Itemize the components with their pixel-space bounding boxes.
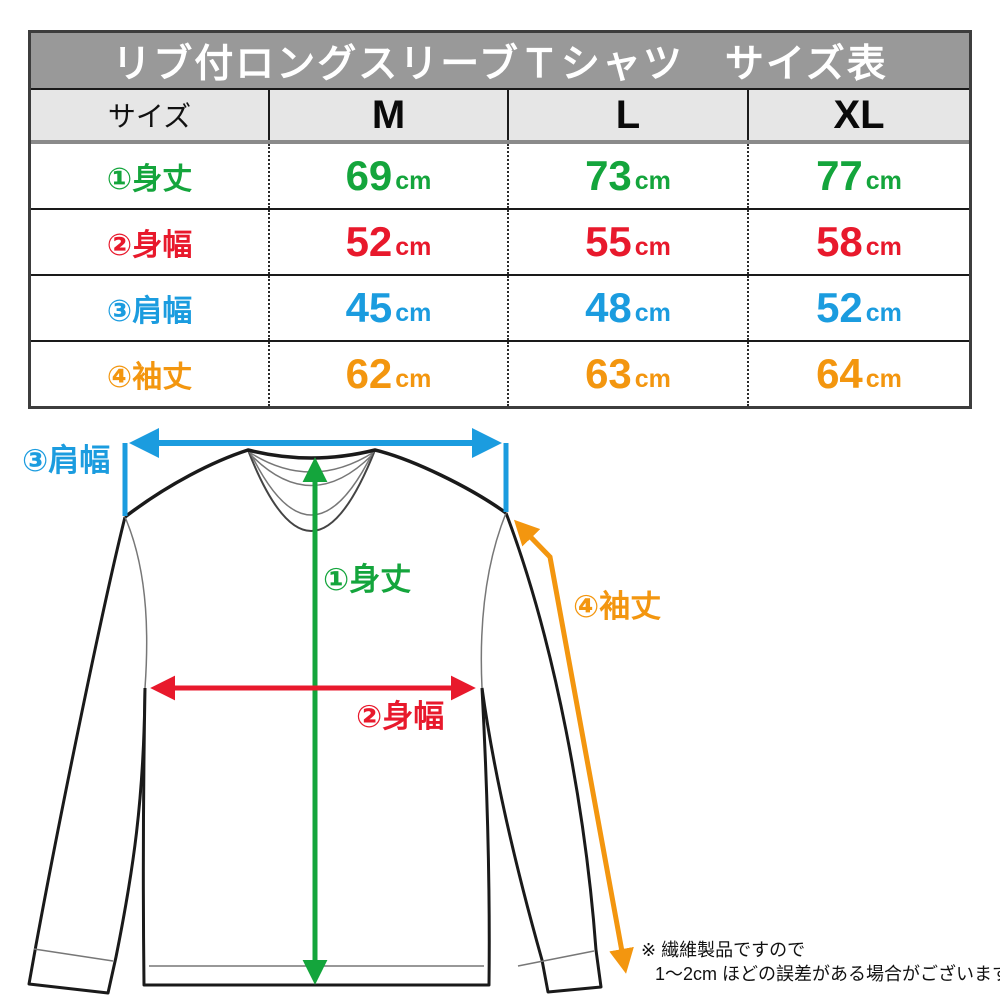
table-row-sleeve-length: ④袖丈 62 cm 63 cm 64 cm xyxy=(31,340,969,406)
table-row-shoulder-width: ③肩幅 45 cm 48 cm 52 cm xyxy=(31,274,969,340)
body-length-label: ①身丈 xyxy=(323,562,411,597)
tshirt-diagram: ③肩幅 ①身丈 ④袖丈 ②身幅 ※ 繊維製品ですので 1～2cm ほどの誤差があ… xyxy=(22,428,1000,995)
value-cell: 55 cm xyxy=(507,210,747,274)
row-label: ③肩幅 xyxy=(106,295,193,328)
value-cell: 77 cm xyxy=(747,144,969,208)
value-cell: 58 cm xyxy=(747,210,969,274)
size-table: リブ付ロングスリーブＴシャツ サイズ表 サイズ M L XL ①身丈 69 cm … xyxy=(28,30,972,409)
note-line-1: ※ 繊維製品ですので xyxy=(641,940,805,960)
header-size-label: サイズ xyxy=(107,101,192,132)
table-header-row: サイズ M L XL xyxy=(31,90,969,144)
shoulder-bracket-legs xyxy=(122,443,509,516)
value-cell: 64 cm xyxy=(747,342,969,406)
table-row-body-width: ②身幅 52 cm 55 cm 58 cm xyxy=(31,208,969,274)
table-title: リブ付ロングスリーブＴシャツ サイズ表 xyxy=(31,33,969,90)
value-cell: 48 cm xyxy=(507,276,747,340)
value-cell: 62 cm xyxy=(268,342,507,406)
value-cell: 45 cm xyxy=(268,276,507,340)
shoulder-width-label: ③肩幅 xyxy=(22,443,110,478)
left-armhole-seam xyxy=(124,516,148,689)
value-cell: 73 cm xyxy=(507,144,747,208)
header-col-m: M xyxy=(268,90,507,140)
row-label: ①身丈 xyxy=(106,163,193,196)
value-cell: 52 cm xyxy=(268,210,507,274)
left-sleeve xyxy=(27,516,147,995)
table-row-body-length: ①身丈 69 cm 73 cm 77 cm xyxy=(31,144,969,208)
measurement-arrows xyxy=(122,428,634,985)
value-cell: 63 cm xyxy=(507,342,747,406)
right-armhole-seam xyxy=(480,512,507,689)
row-label: ④袖丈 xyxy=(106,361,193,394)
sleeve-length-label: ④袖丈 xyxy=(573,589,661,624)
header-col-xl: XL xyxy=(747,90,969,140)
header-col-l: L xyxy=(507,90,747,140)
sleeve-length-arrow xyxy=(513,519,634,974)
row-label: ②身幅 xyxy=(106,229,193,262)
note-line-2: 1～2cm ほどの誤差がある場合がございます xyxy=(655,963,1000,984)
left-cuff-line xyxy=(33,948,114,962)
value-cell: 69 cm xyxy=(268,144,507,208)
body-width-label: ②身幅 xyxy=(356,699,444,734)
value-cell: 52 cm xyxy=(747,276,969,340)
